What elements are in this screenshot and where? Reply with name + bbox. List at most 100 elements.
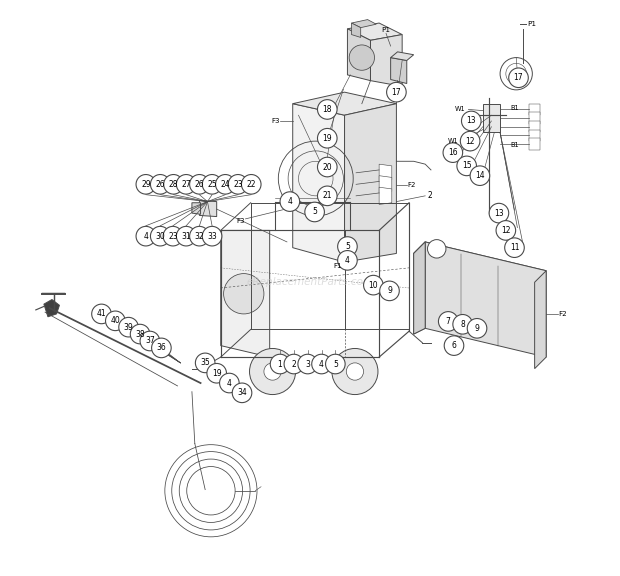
Text: 17: 17 — [392, 88, 401, 97]
Text: P1: P1 — [527, 21, 536, 27]
Polygon shape — [293, 92, 396, 115]
Circle shape — [264, 363, 281, 380]
Polygon shape — [414, 242, 425, 334]
Circle shape — [207, 363, 226, 383]
Circle shape — [453, 314, 472, 334]
Circle shape — [428, 240, 446, 258]
Circle shape — [228, 175, 248, 194]
Circle shape — [387, 82, 406, 102]
Text: 26: 26 — [195, 180, 204, 189]
Text: 4: 4 — [143, 232, 148, 241]
Circle shape — [460, 131, 480, 151]
Polygon shape — [391, 58, 407, 84]
Text: 19: 19 — [212, 369, 221, 378]
Circle shape — [489, 203, 509, 223]
Text: 37: 37 — [145, 336, 155, 346]
Polygon shape — [221, 230, 270, 357]
Polygon shape — [347, 23, 402, 40]
Text: W1: W1 — [448, 138, 458, 144]
Circle shape — [164, 175, 184, 194]
Text: 2: 2 — [427, 191, 432, 200]
Polygon shape — [483, 104, 500, 132]
Text: 34: 34 — [237, 388, 247, 397]
Polygon shape — [192, 203, 200, 214]
Polygon shape — [391, 52, 414, 60]
Circle shape — [349, 45, 374, 70]
Text: 4: 4 — [288, 197, 292, 206]
Circle shape — [280, 192, 299, 211]
Circle shape — [332, 348, 378, 395]
Text: 12: 12 — [466, 137, 475, 146]
Text: 29: 29 — [141, 180, 151, 189]
Text: 4: 4 — [227, 378, 232, 388]
Text: 11: 11 — [510, 243, 519, 252]
Text: 17: 17 — [514, 73, 523, 82]
Polygon shape — [414, 242, 425, 334]
Text: 4: 4 — [345, 256, 350, 265]
Text: 36: 36 — [156, 343, 166, 353]
Circle shape — [232, 383, 252, 403]
Circle shape — [496, 221, 516, 240]
Circle shape — [202, 226, 222, 246]
Circle shape — [317, 186, 337, 206]
Circle shape — [317, 100, 337, 119]
Circle shape — [136, 175, 156, 194]
Text: 18: 18 — [322, 105, 332, 114]
Polygon shape — [352, 20, 376, 28]
Circle shape — [130, 324, 150, 344]
Text: 3: 3 — [305, 359, 310, 369]
Text: 19: 19 — [322, 134, 332, 143]
Text: 16: 16 — [448, 148, 458, 157]
Circle shape — [379, 281, 399, 301]
Polygon shape — [371, 35, 402, 86]
Text: 23: 23 — [233, 180, 243, 189]
Circle shape — [467, 319, 487, 338]
Circle shape — [457, 156, 476, 176]
Circle shape — [195, 353, 215, 373]
Circle shape — [509, 68, 528, 88]
Text: 31: 31 — [181, 232, 191, 241]
Text: 10: 10 — [368, 281, 378, 290]
Circle shape — [444, 336, 464, 355]
Circle shape — [338, 251, 357, 270]
Text: 38: 38 — [135, 329, 145, 339]
Circle shape — [363, 275, 383, 295]
Circle shape — [176, 226, 196, 246]
Circle shape — [151, 175, 170, 194]
Polygon shape — [529, 104, 541, 115]
Text: 9: 9 — [474, 324, 479, 333]
Text: 15: 15 — [462, 161, 471, 170]
Circle shape — [317, 128, 337, 148]
Circle shape — [105, 311, 125, 331]
Circle shape — [438, 312, 458, 331]
Polygon shape — [200, 200, 216, 217]
Circle shape — [219, 373, 239, 393]
Polygon shape — [379, 176, 392, 193]
Text: 28: 28 — [169, 180, 178, 189]
Text: 8: 8 — [460, 320, 465, 329]
Text: 9: 9 — [387, 286, 392, 295]
Circle shape — [305, 202, 324, 222]
Polygon shape — [293, 104, 345, 262]
Polygon shape — [534, 271, 546, 369]
Circle shape — [224, 274, 264, 314]
Circle shape — [151, 226, 170, 246]
Circle shape — [461, 111, 481, 131]
Text: 32: 32 — [195, 232, 204, 241]
Circle shape — [500, 58, 533, 90]
Circle shape — [241, 175, 261, 194]
Circle shape — [298, 354, 317, 374]
Text: 41: 41 — [97, 309, 106, 319]
Polygon shape — [379, 164, 392, 181]
Polygon shape — [425, 242, 546, 357]
Text: 33: 33 — [207, 232, 217, 241]
Polygon shape — [44, 300, 60, 317]
Text: 1: 1 — [278, 359, 283, 369]
Polygon shape — [347, 29, 371, 81]
Circle shape — [190, 226, 209, 246]
Circle shape — [317, 157, 337, 177]
Circle shape — [284, 354, 304, 374]
Polygon shape — [529, 138, 541, 150]
Circle shape — [270, 354, 290, 374]
Text: 12: 12 — [501, 226, 511, 235]
